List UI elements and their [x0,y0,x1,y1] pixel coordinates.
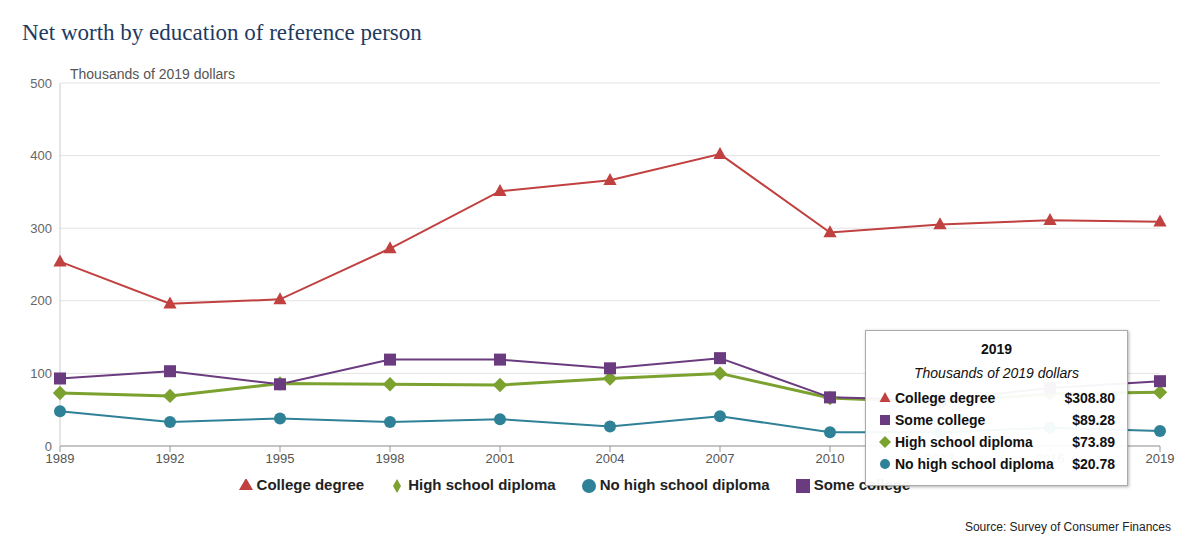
svg-text:2007: 2007 [706,451,735,466]
html-text:High school diploma: High school diploma [408,476,556,493]
html-text:2019: 2019 [980,341,1013,357]
svg-text:1995: 1995 [266,451,295,466]
svg-text:2004: 2004 [596,451,625,466]
html-text:$20.78: $20.78 [1072,456,1115,472]
html-text:Some college: Some college [813,476,911,493]
svg-text:2001: 2001 [486,451,515,466]
html-text:No high school diploma: No high school diploma [895,456,1054,472]
svg-text:1998: 1998 [376,451,405,466]
html-text:$89.28: $89.28 [1072,412,1115,428]
html-text:College degree: College degree [256,476,365,493]
svg-text:400: 400 [30,148,52,163]
html-text:Net worth by education of refe: Net worth by education of reference pers… [22,20,422,45]
svg-text:2010: 2010 [816,451,845,466]
html-text:High school diploma: High school diploma [895,434,1033,450]
html-text:No high school diploma: No high school diploma [599,476,770,493]
html-text:$308.80: $308.80 [1064,390,1115,406]
svg-text:100: 100 [30,366,52,381]
html-text:Some college: Some college [895,412,986,428]
svg-text:500: 500 [30,76,52,91]
svg-text:2019: 2019 [1146,451,1175,466]
svg-text:0: 0 [45,439,52,454]
html-text:Source: Survey of Consumer Fin: Source: Survey of Consumer Finances [964,520,1171,534]
html-text:Thousands of 2019 dollars: Thousands of 2019 dollars [70,66,235,82]
svg-text:1992: 1992 [156,451,185,466]
svg-text:200: 200 [30,293,52,308]
svg-text:1989: 1989 [45,451,75,467]
html-text:$73.89: $73.89 [1072,434,1115,450]
html-text:Thousands of 2019 dollars: Thousands of 2019 dollars [914,365,1079,381]
html-text:College degree: College degree [895,390,996,406]
svg-text:300: 300 [30,221,52,236]
